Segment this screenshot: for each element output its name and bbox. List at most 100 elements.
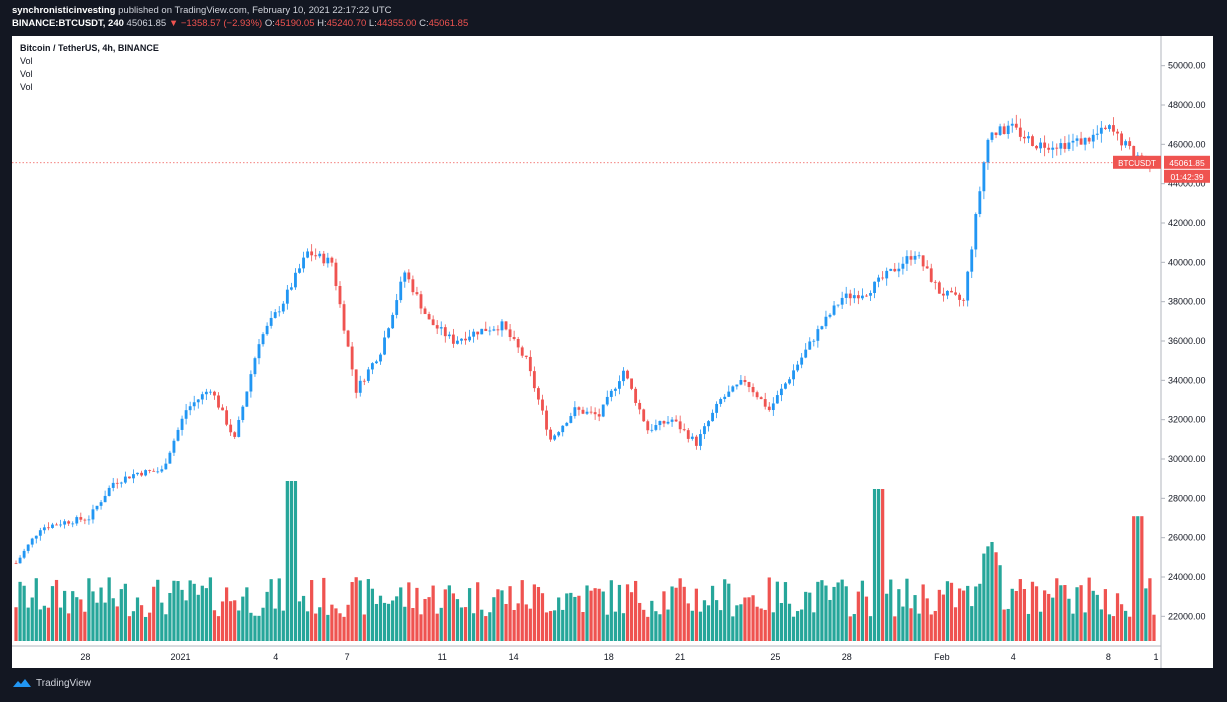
volume-bar [188,580,192,641]
candle-body [759,397,763,400]
volume-bar [678,578,682,641]
legend-vol-3[interactable]: Vol [20,82,33,92]
x-tick-label: 21 [675,652,685,662]
volume-bar [216,616,221,641]
candle-body [79,517,83,520]
volume-bar [1071,613,1075,641]
candle-body [431,319,435,326]
candle-body [257,344,261,359]
volume-bar [1043,590,1047,641]
candle-body [451,334,455,344]
candle-body [812,340,816,342]
candle-body [204,391,208,395]
volume-bar [848,616,852,641]
candle-body [674,419,678,422]
candle-body [1087,137,1091,142]
volume-bar [1014,591,1018,641]
x-tick-label: 11 [438,652,447,662]
volume-bar [378,595,383,641]
volume-bar [702,600,707,641]
volume-bar [103,602,107,641]
candle-body [690,436,694,439]
candle-body [937,282,941,294]
chart-area[interactable]: 22000.00 24000.00 26000.00 28000.00 30000.00… [12,36,1213,668]
candle-body [435,325,439,329]
candle-body [654,425,658,430]
candle-body [893,268,897,272]
candle-body [318,253,322,257]
candle-body [310,251,314,256]
volume-bar [767,577,771,641]
chart-legend: Bitcoin / TetherUS, 4h, BINANCE Vol Vol … [20,42,159,94]
brand-name[interactable]: TradingView [36,677,92,689]
volume-bar [1079,585,1083,641]
volume-bar [751,595,755,641]
candle-body [670,419,674,422]
candle-body [415,292,419,295]
volume-bar [852,614,856,641]
volume-bar [301,595,306,641]
volume-bar [698,611,703,641]
volume-bar [686,603,690,641]
candle-body [573,407,577,417]
candle-body [391,314,395,329]
volume-bar [431,585,435,641]
volume-bar [787,603,792,641]
candle-body [480,328,484,335]
candle-body [196,399,200,403]
volume-bar [962,590,966,641]
volume-bar [860,580,865,641]
volume-bar [646,616,650,641]
volume-bar [1038,611,1043,641]
volume-bar [152,586,156,641]
tradingview-logo-icon[interactable] [12,677,32,689]
candle-body [152,470,156,472]
volume-bar [1018,579,1022,641]
volume-bar [779,603,784,641]
candle-body [913,255,917,260]
volume-bar [990,541,994,641]
candle-body [1103,127,1107,129]
volume-bar [540,593,545,641]
price-chart[interactable]: 22000.00 24000.00 26000.00 28000.00 30000.00… [12,36,1213,668]
candle-body [537,388,540,400]
volume-bar [480,609,484,641]
candle-body [986,139,990,163]
volume-bar [800,609,804,641]
x-tick-label: 4 [273,652,278,662]
candle-body [958,294,962,300]
author-name[interactable]: synchronisticinvesting [12,5,116,16]
volume-bar [650,600,654,641]
volume-bar [455,599,460,641]
volume-bar [706,605,711,641]
legend-vol-1[interactable]: Vol [20,56,33,66]
candle-body [500,321,504,331]
volume-bar [99,587,103,641]
x-tick-label: 28 [842,652,852,662]
candle-body [1059,143,1063,149]
volume-bar [87,578,91,641]
volume-bar [1051,597,1055,641]
candle-body [1051,147,1055,150]
volume-bar [816,581,820,641]
volume-bar [451,593,456,641]
volume-bar [1091,590,1095,641]
candle-body [47,527,50,529]
candle-body [289,287,293,290]
candle-body [605,396,609,405]
volume-bar [609,580,613,641]
candle-body [885,270,889,279]
volume-bar [224,587,229,641]
volume-bar [192,583,196,641]
candle-body [731,386,735,392]
volume-bar [840,579,844,641]
candle-body [719,399,723,404]
candle-body [808,341,812,350]
volume-bar [581,612,585,641]
candle-body [524,355,528,357]
candle-body [87,519,91,521]
candle-body [38,530,42,536]
volume-bar [334,608,338,641]
legend-vol-2[interactable]: Vol [20,69,33,79]
candle-body [626,370,629,379]
